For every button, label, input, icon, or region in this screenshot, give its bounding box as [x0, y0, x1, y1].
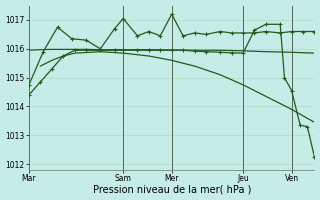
X-axis label: Pression niveau de la mer( hPa ): Pression niveau de la mer( hPa )	[92, 184, 251, 194]
